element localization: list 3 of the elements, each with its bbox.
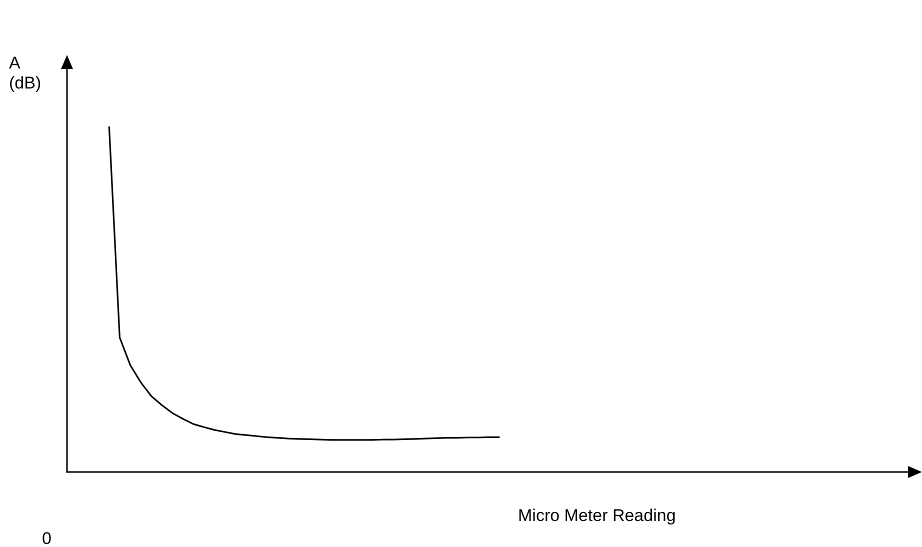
text: 0 (42, 529, 52, 547)
x-axis-title: Micro Meter Reading (518, 506, 676, 525)
y-axis-title: A (dB) (9, 54, 42, 92)
